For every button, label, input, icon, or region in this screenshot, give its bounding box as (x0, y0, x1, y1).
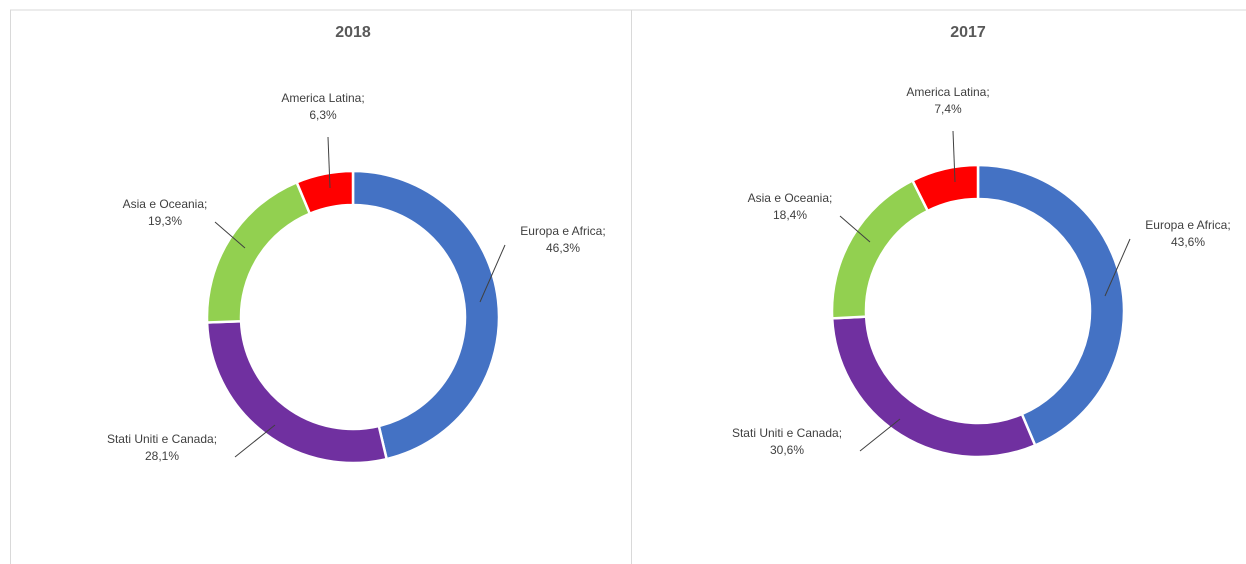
donut-slice (351, 169, 501, 461)
value-label: 28,1% (145, 449, 179, 463)
leader-line (1104, 238, 1131, 297)
slice-label: America Latina; (906, 85, 989, 99)
donut-slice (830, 178, 930, 320)
slice-label: Europa e Africa; (520, 224, 605, 238)
leader-line (327, 136, 331, 189)
slice-label: Europa e Africa; (1145, 218, 1230, 232)
leader-line (234, 424, 276, 458)
value-label: 6,3% (309, 108, 337, 122)
value-label: 19,3% (148, 214, 182, 228)
donut-slice (295, 169, 355, 216)
leader-line (952, 130, 956, 183)
donut-slice (205, 319, 389, 465)
leader-line (479, 244, 506, 303)
chart-title: 2017 (950, 24, 986, 41)
slice-label: Stati Uniti e Canada; (107, 432, 217, 446)
donut-slice (910, 163, 980, 213)
slice-label: America Latina; (281, 91, 364, 105)
slice-label: Stati Uniti e Canada; (732, 426, 842, 440)
slice-label: Asia e Oceania; (123, 197, 208, 211)
value-label: 18,4% (773, 208, 807, 222)
chart-title: 2018 (335, 24, 371, 41)
slice-label: Asia e Oceania; (748, 191, 833, 205)
leader-line (859, 418, 901, 452)
value-label: 30,6% (770, 443, 804, 457)
value-label: 43,6% (1171, 235, 1205, 249)
leader-line (839, 215, 871, 243)
leader-line (214, 221, 246, 249)
donut-slice (976, 163, 1126, 447)
donut-slice (830, 315, 1037, 459)
value-label: 46,3% (546, 241, 580, 255)
donut-slice (205, 180, 312, 324)
value-label: 7,4% (934, 102, 962, 116)
